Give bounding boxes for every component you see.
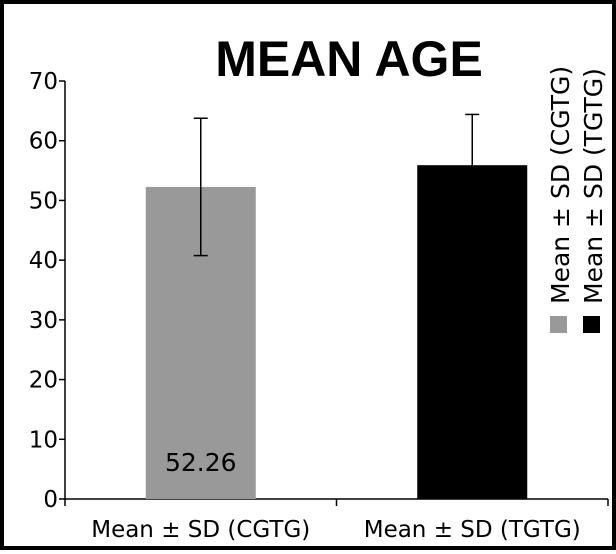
x-category-label: Mean ± SD (TGTG)	[364, 517, 581, 543]
y-tick-label: 50	[29, 188, 58, 214]
chart-title: MEAN AGE	[215, 31, 483, 87]
bar	[417, 165, 528, 499]
axes: 0 10 20 30 40 50 60 70	[29, 69, 609, 513]
legend-label: Mean ± SD (CGTG)	[546, 66, 575, 304]
data-label: 52.26	[165, 448, 237, 477]
legend-swatch	[583, 316, 600, 333]
legend-swatch	[550, 316, 567, 333]
legend: Mean ± SD (CGTG) Mean ± SD (TGTG)	[546, 66, 608, 333]
bar-chart: MEAN AGE 0 10 20 30 40 50 60 70 Mean ± SD (CGTG…	[29, 31, 609, 543]
y-tick-label: 60	[29, 129, 58, 155]
bars: Mean ± SD (CGTG) 52.26 Mean ± SD (TGTG)	[91, 113, 581, 543]
x-category-label: Mean ± SD (CGTG)	[91, 517, 310, 543]
legend-label: Mean ± SD (TGTG)	[579, 68, 608, 304]
y-tick-label: 40	[29, 248, 58, 274]
y-tick-label: 30	[29, 308, 58, 334]
y-tick-label: 10	[29, 427, 58, 453]
y-tick-label: 20	[29, 368, 58, 394]
y-tick-label: 70	[29, 69, 58, 95]
y-tick-label: 0	[43, 487, 58, 513]
